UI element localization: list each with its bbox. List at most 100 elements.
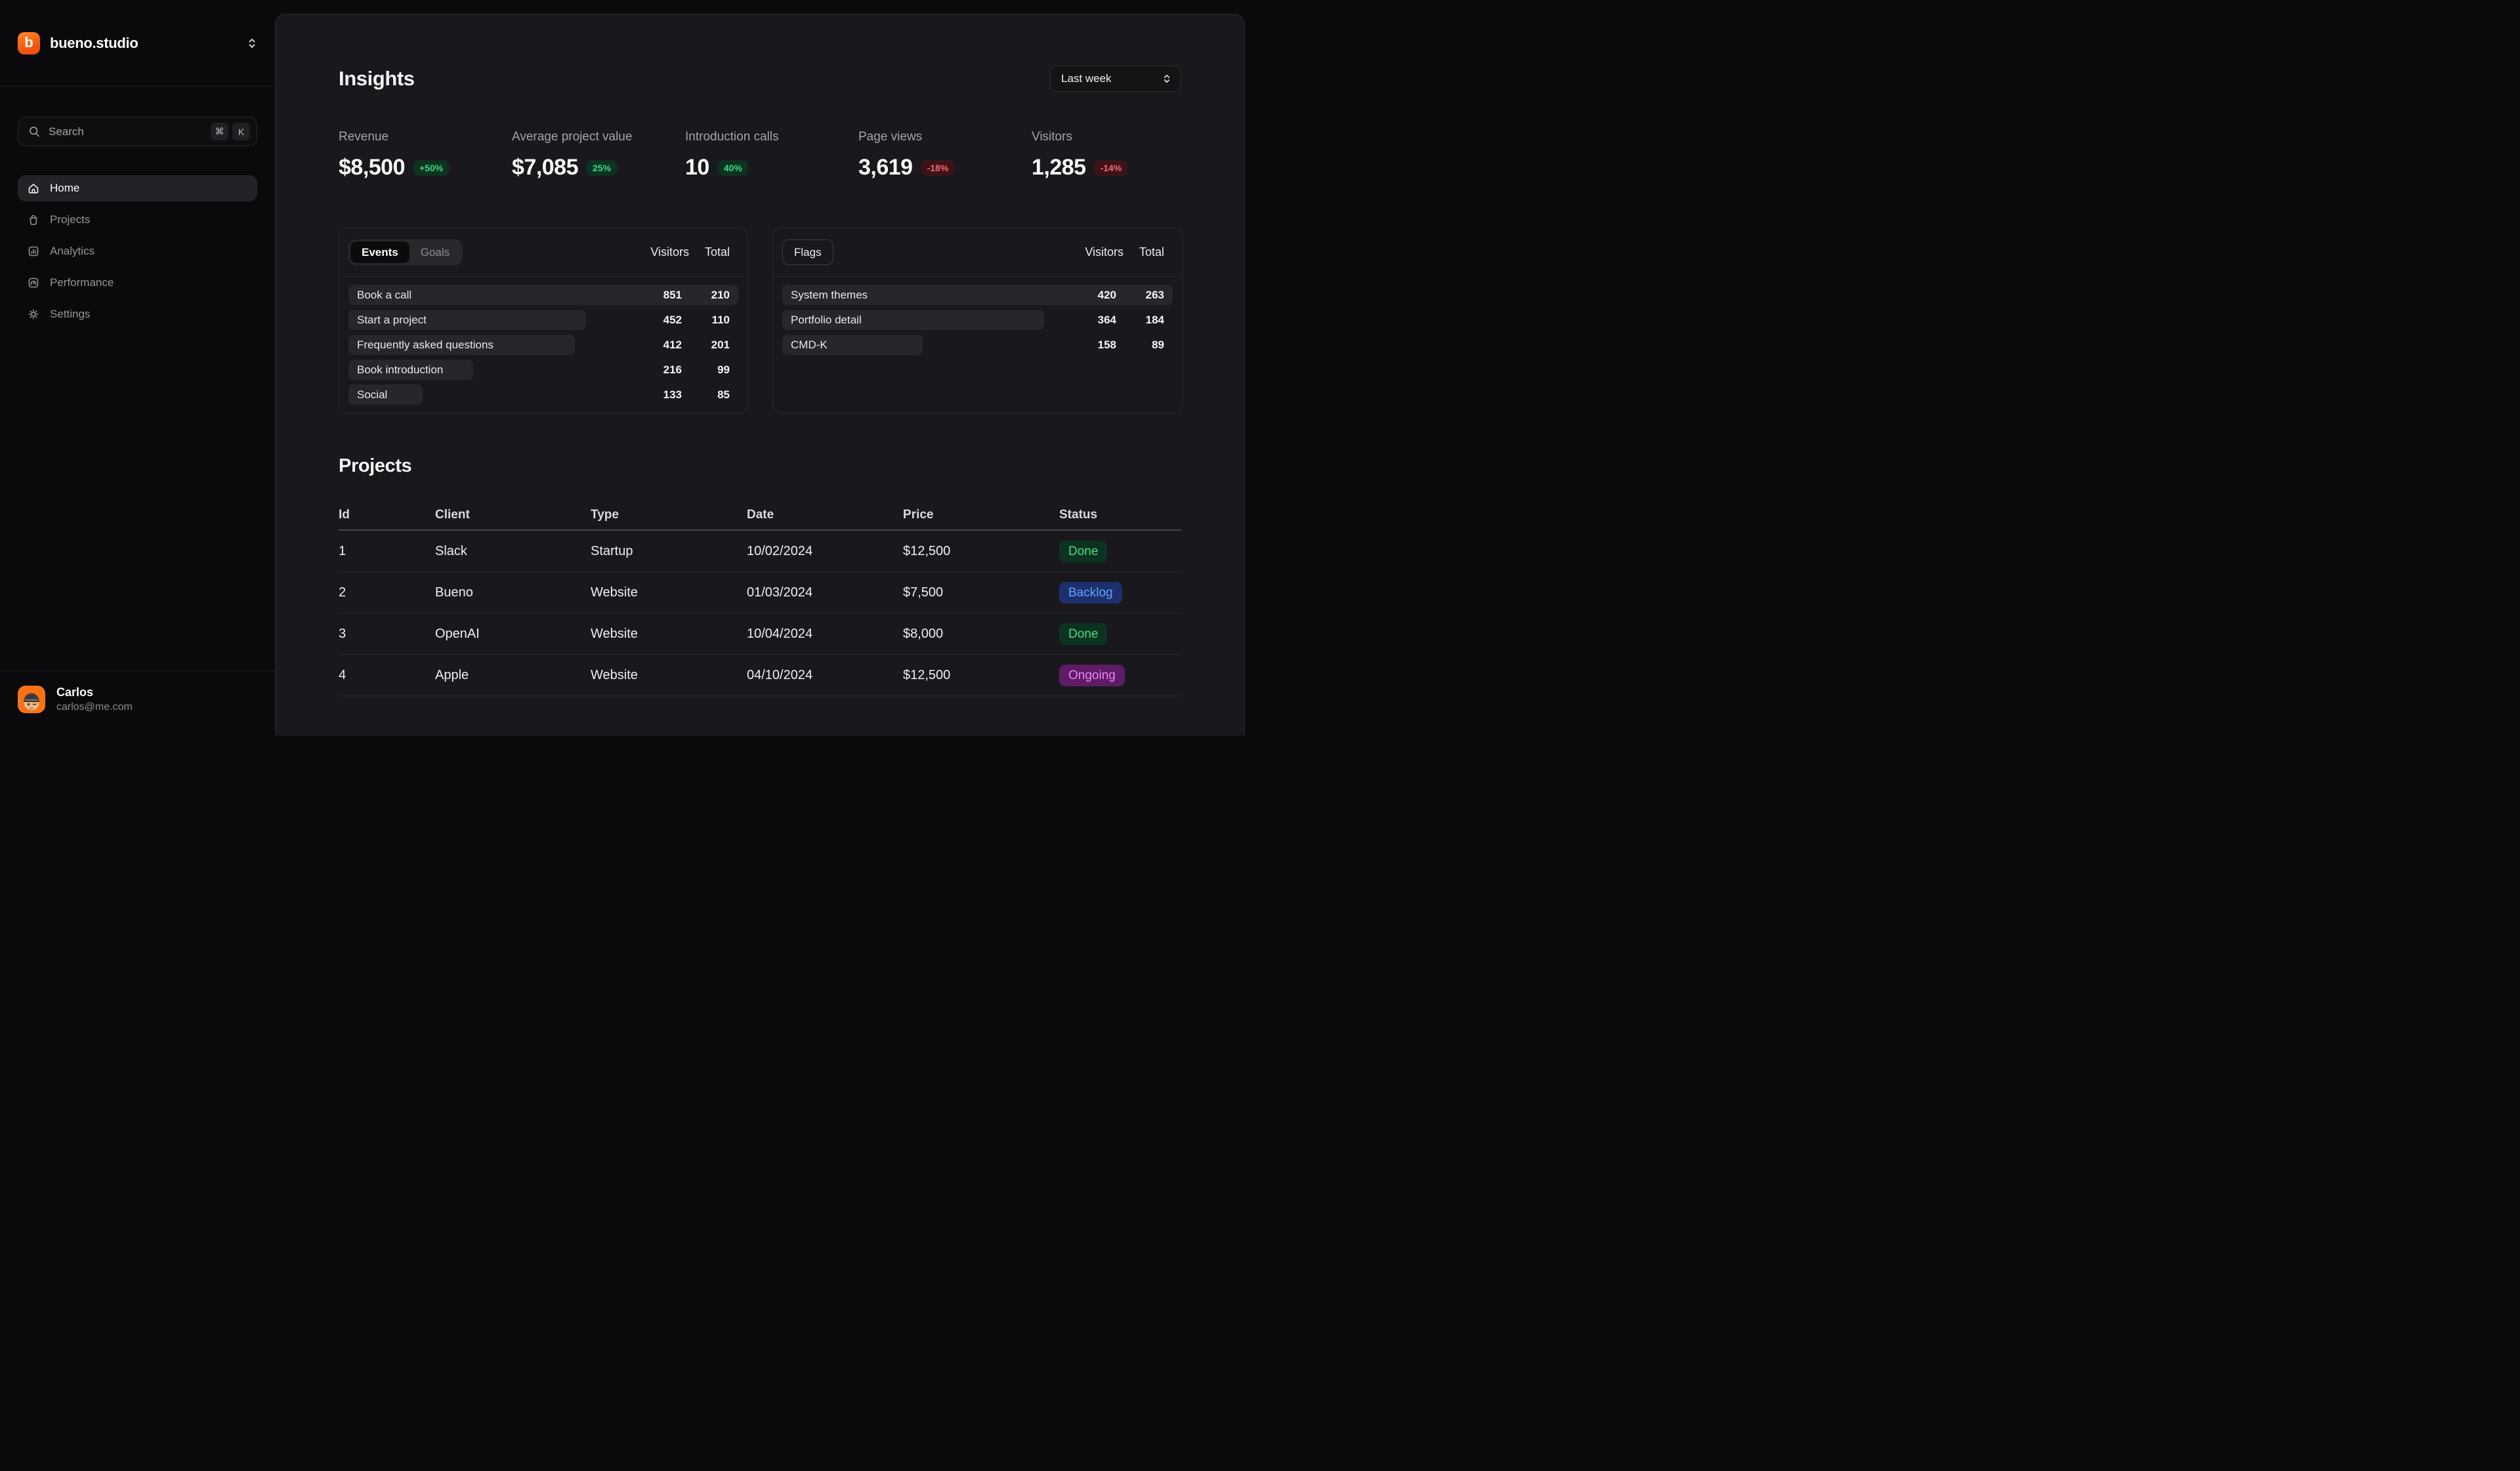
- user-profile[interactable]: Carlos carlos@me.com: [0, 671, 275, 736]
- flag-row-cmd-k[interactable]: CMD-K 158 89: [782, 335, 1173, 355]
- table-row[interactable]: 1 Slack Startup 10/02/2024 $12,500 Done: [339, 531, 1181, 572]
- table-row[interactable]: 2 Bueno Website 01/03/2024 $7,500 Backlo…: [339, 572, 1181, 613]
- search-placeholder: Search: [49, 125, 84, 138]
- bar-chart-icon: [27, 245, 40, 258]
- flags-button[interactable]: Flags: [782, 239, 833, 265]
- event-row-book-a-call[interactable]: Book a call 851 210: [348, 285, 738, 305]
- sidebar-item-label: Home: [50, 182, 80, 194]
- user-name: Carlos: [56, 686, 94, 699]
- table-row[interactable]: 4 Apple Website 04/10/2024 $12,500 Ongoi…: [339, 655, 1181, 696]
- date-range-select[interactable]: Last week: [1050, 66, 1181, 92]
- bar-fill: [348, 310, 587, 330]
- flag-row-portfolio-detail[interactable]: Portfolio detail 364 184: [782, 310, 1173, 330]
- flag-total: 263: [1145, 289, 1164, 301]
- home-icon: [27, 182, 40, 195]
- cell-date: 10/04/2024: [747, 626, 813, 641]
- event-total: 99: [717, 363, 730, 376]
- event-total: 201: [711, 339, 730, 351]
- bar-fill: [348, 360, 474, 380]
- flag-total: 184: [1145, 314, 1164, 326]
- event-row-start-a-project[interactable]: Start a project 452 110: [348, 310, 738, 330]
- column-header-date: Date: [747, 508, 774, 522]
- status-badge: Backlog: [1059, 581, 1122, 604]
- cell-id: 4: [339, 667, 346, 682]
- bar-fill: [348, 285, 738, 305]
- sidebar-item-analytics[interactable]: Analytics: [18, 238, 257, 264]
- projects-section-title: Projects: [339, 455, 412, 476]
- kpi-value: 1,285: [1032, 155, 1086, 180]
- projects-table: Id Client Type Date Price Status 1 Slack…: [339, 501, 1181, 696]
- bag-icon: [27, 213, 40, 226]
- event-label: Book a call: [357, 289, 412, 301]
- event-row-book-introduction[interactable]: Book introduction 216 99: [348, 360, 738, 380]
- projects-table-header: Id Client Type Date Price Status: [339, 501, 1181, 531]
- bar-fill: [782, 285, 1173, 305]
- avatar: [18, 686, 45, 713]
- k-keycap: K: [232, 123, 250, 140]
- sidebar-item-home[interactable]: Home: [18, 175, 257, 201]
- cell-date: 04/10/2024: [747, 667, 813, 682]
- kpi-delta-badge: +50%: [413, 159, 450, 176]
- kpi-label: Page views: [858, 130, 923, 144]
- page-title: Insights: [339, 67, 415, 90]
- sidebar-item-label: Settings: [50, 308, 91, 320]
- events-column-headers: Visitors Total: [640, 245, 730, 259]
- event-total: 85: [717, 388, 730, 401]
- chevron-up-down-icon: [1162, 73, 1171, 84]
- sidebar-item-performance[interactable]: Performance: [18, 270, 257, 296]
- kpi-page-views: Page views 3,619 -18%: [858, 130, 1032, 180]
- kpi-revenue: Revenue $8,500 +50%: [339, 130, 512, 180]
- kpi-value: $8,500: [339, 155, 406, 180]
- flag-total: 89: [1152, 339, 1164, 351]
- event-total: 110: [711, 314, 730, 326]
- gear-icon: [27, 308, 40, 321]
- flags-card: Flags Visitors Total System themes 420 2…: [772, 228, 1183, 413]
- kpi-delta-badge: -14%: [1094, 159, 1128, 176]
- sidebar-item-label: Performance: [50, 276, 114, 289]
- column-header-type: Type: [591, 508, 619, 522]
- kpi-average-project-value: Average project value $7,085 25%: [512, 130, 685, 180]
- brand-logo-letter: b: [24, 33, 33, 51]
- flags-card-header: Flags Visitors Total: [773, 228, 1182, 277]
- sidebar-item-projects[interactable]: Projects: [18, 207, 257, 233]
- tab-goals[interactable]: Goals: [420, 245, 450, 259]
- event-total: 210: [711, 289, 730, 301]
- bar-fill: [348, 384, 423, 405]
- status-badge: Ongoing: [1059, 664, 1125, 686]
- cell-client: Slack: [435, 543, 467, 558]
- cell-type: Website: [591, 626, 638, 641]
- event-label: Frequently asked questions: [357, 339, 494, 351]
- event-row-frequently-asked-questions[interactable]: Frequently asked questions 412 201: [348, 335, 738, 355]
- tab-events[interactable]: Events: [350, 241, 410, 263]
- cell-type: Website: [591, 667, 638, 682]
- flags-rows: System themes 420 263 Portfolio detail 3…: [773, 277, 1182, 355]
- kpi-label: Average project value: [512, 130, 633, 144]
- workspace-switcher[interactable]: b bueno.studio: [0, 0, 275, 87]
- sidebar-item-settings[interactable]: Settings: [18, 301, 257, 327]
- column-header-status: Status: [1059, 508, 1098, 522]
- search-input[interactable]: Search ⌘ K: [18, 117, 257, 146]
- flag-label: Portfolio detail: [791, 314, 862, 326]
- events-goals-tabs: Events Goals: [348, 239, 463, 265]
- flag-row-system-themes[interactable]: System themes 420 263: [782, 285, 1173, 305]
- date-range-value: Last week: [1061, 72, 1112, 85]
- search-icon: [28, 125, 41, 138]
- kpi-delta-badge: 40%: [717, 159, 748, 176]
- flags-column-headers: Visitors Total: [1075, 245, 1164, 259]
- event-label: Social: [357, 388, 388, 401]
- cell-client: Bueno: [435, 585, 473, 600]
- cell-type: Website: [591, 585, 638, 600]
- bar-fill: [782, 335, 923, 355]
- cell-type: Startup: [591, 543, 633, 558]
- page-header: Insights Last week: [339, 14, 1181, 92]
- column-header-price: Price: [903, 508, 934, 522]
- event-row-social[interactable]: Social 133 85: [348, 384, 738, 405]
- chevron-up-down-icon: [247, 37, 257, 49]
- brand-name: bueno.studio: [50, 34, 138, 51]
- cell-client: OpenAI: [435, 626, 480, 641]
- kpi-value: $7,085: [512, 155, 579, 180]
- table-row[interactable]: 3 OpenAI Website 10/04/2024 $8,000 Done: [339, 613, 1181, 655]
- visitors-column-header: Visitors: [650, 245, 689, 259]
- column-header-client: Client: [435, 508, 470, 522]
- sidebar-nav: Home Projects Analytics: [0, 175, 275, 327]
